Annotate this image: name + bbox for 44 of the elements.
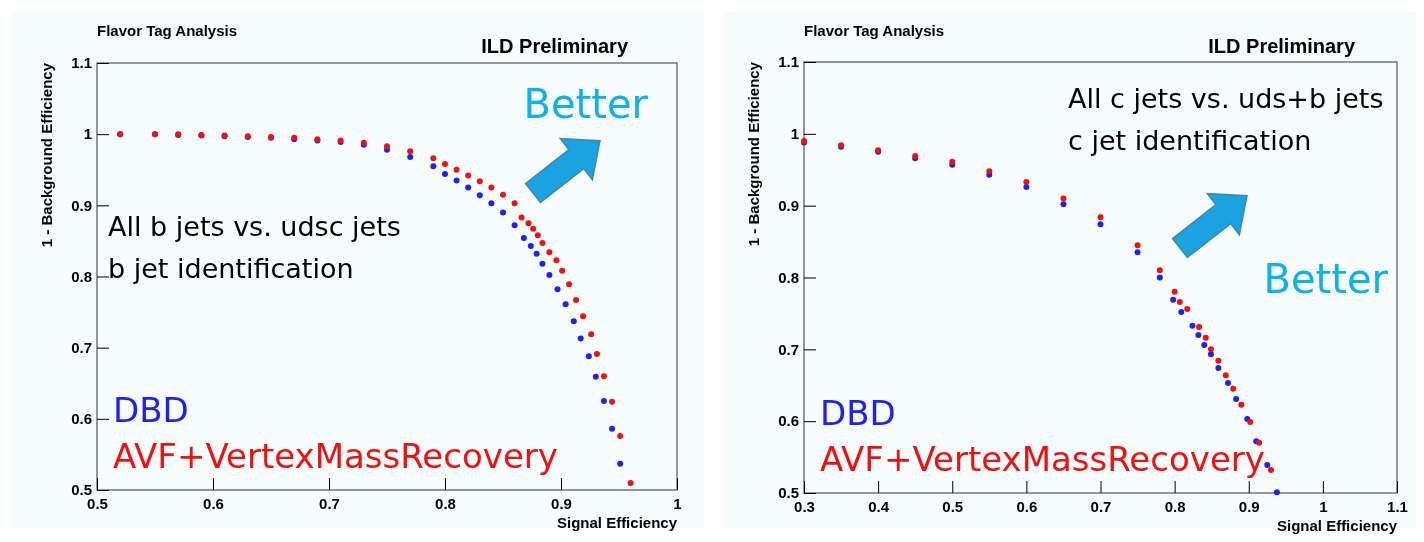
x-tick-label: 0.3: [794, 497, 815, 515]
y-tick-label: 1.1: [778, 53, 799, 71]
x-tick-label: 0.8: [435, 494, 456, 512]
x-tick-label: 0.9: [551, 494, 572, 512]
text: ILD Preliminary: [481, 35, 629, 57]
y-tick-label: 0.8: [778, 268, 799, 286]
x-tick-label: 1: [1319, 497, 1328, 515]
annotation: All b jets vs. udsc jets: [108, 211, 401, 242]
annotation: c jet identification: [1068, 125, 1312, 156]
y-tick-label: 0.8: [71, 267, 92, 285]
y-tick-label: 0.7: [71, 338, 92, 356]
y-tick-label: 0.7: [778, 340, 799, 358]
x-tick-label: 0.5: [942, 497, 964, 515]
chart-title: Flavor Tag Analysis: [97, 22, 238, 39]
x-tick-label: 1: [673, 494, 682, 512]
y-tick-label: 0.9: [71, 196, 92, 214]
y-axis-title: 1 - Background Efficiency: [38, 62, 55, 248]
text: DBD: [820, 393, 896, 433]
x-axis-title: Signal Efficiency: [556, 514, 678, 531]
annotation: Better: [1263, 256, 1389, 302]
x-tick-label: 0.7: [319, 494, 340, 512]
text: ILD Preliminary: [1208, 35, 1356, 57]
y-tick-label: 0.6: [71, 410, 92, 428]
x-tick-label: 0.7: [1090, 497, 1112, 515]
series-label: AVF+VertexMassRecovery: [820, 439, 1265, 479]
text: DBD: [113, 390, 189, 430]
y-tick-label: 0.9: [778, 196, 799, 214]
annotation: All c jets vs. uds+b jets: [1068, 83, 1384, 114]
y-tick-label: 1: [790, 125, 799, 143]
x-tick-label: 0.4: [868, 497, 890, 515]
y-tick-label: 1: [83, 125, 92, 143]
annotation: Better: [523, 81, 649, 127]
x-tick-label: 0.6: [1016, 497, 1038, 515]
x-tick-label: 0.9: [1238, 497, 1260, 515]
x-tick-label: 0.6: [203, 494, 224, 512]
y-tick-label: 0.6: [778, 412, 799, 430]
chart-title: Flavor Tag Analysis: [804, 22, 945, 39]
x-tick-label: 0.8: [1164, 497, 1186, 515]
series-label: AVF+VertexMassRecovery: [113, 436, 558, 476]
x-axis-title: Signal Efficiency: [1276, 517, 1398, 534]
annotation: b jet identification: [108, 253, 354, 284]
x-tick-label: 1.1: [1387, 497, 1408, 515]
y-axis-title: 1 - Background Efficiency: [745, 61, 762, 247]
y-tick-label: 1.1: [71, 54, 92, 72]
